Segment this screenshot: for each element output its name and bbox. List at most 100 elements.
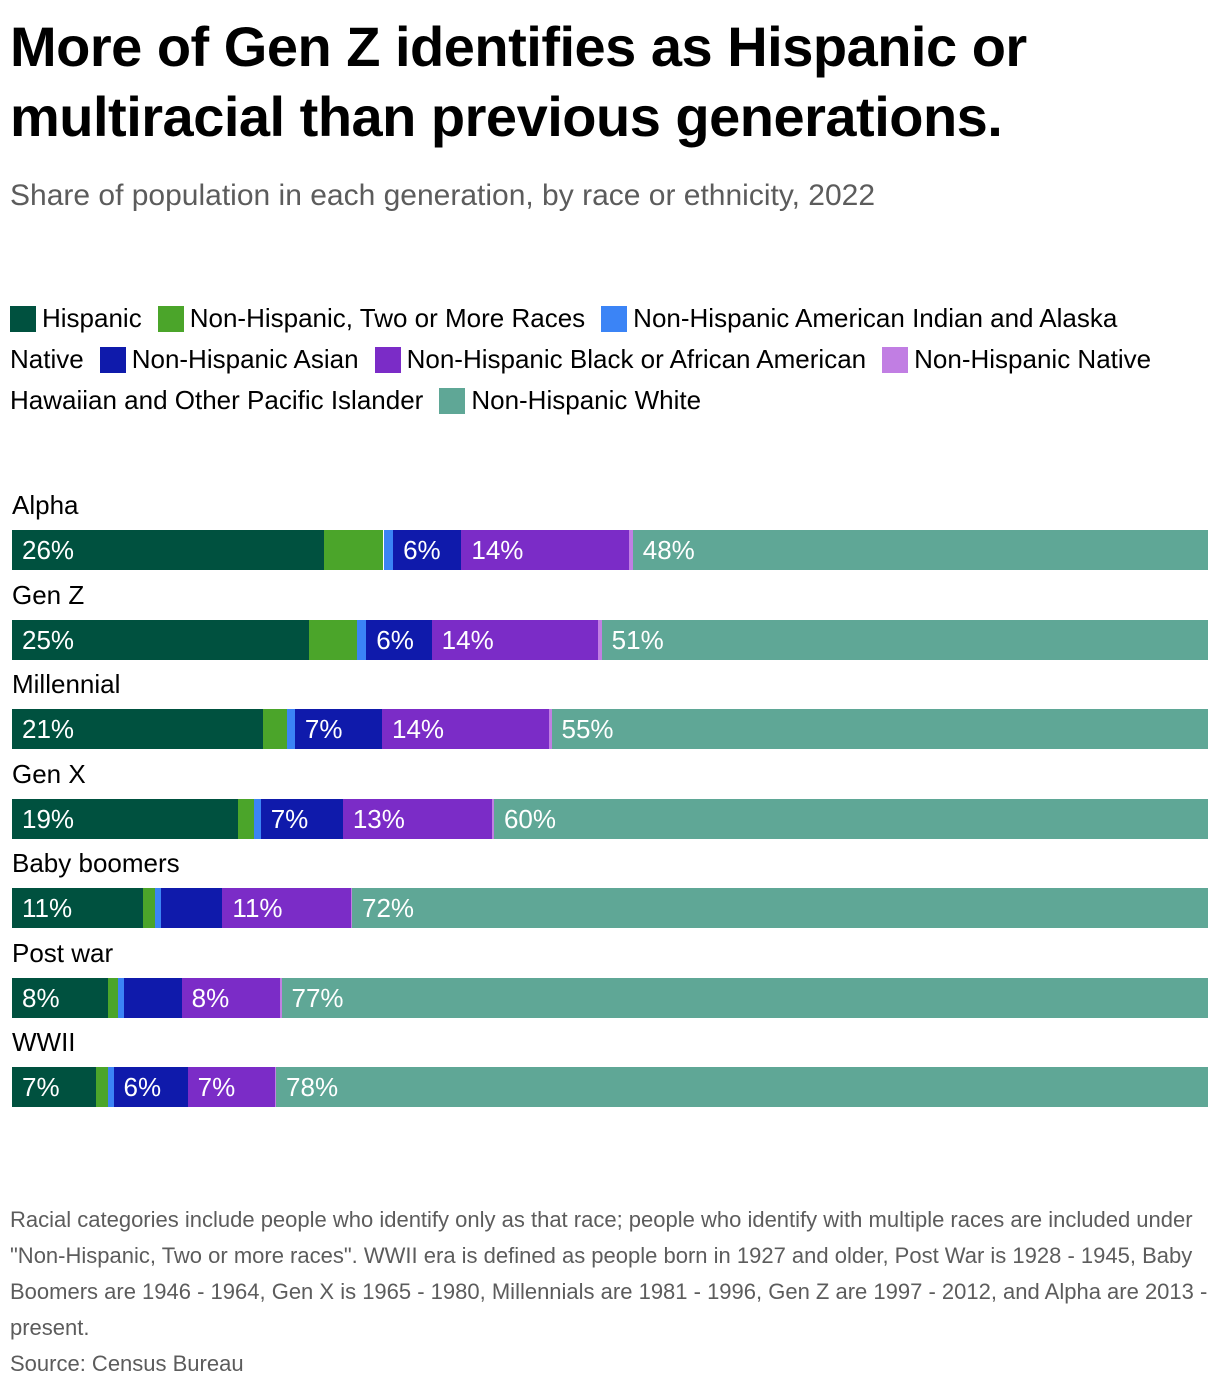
chart-legend: Hispanic Non-Hispanic, Two or More Races N…	[10, 298, 1160, 421]
legend-item: Non-Hispanic, Two or More Races	[157, 303, 585, 333]
legend-item: Non-Hispanic White	[439, 385, 701, 415]
bar-segment	[107, 1067, 114, 1107]
bar-segment	[253, 799, 261, 839]
data-label: 51%	[611, 625, 664, 655]
bar-segment	[12, 978, 109, 1018]
bar-segment	[549, 709, 552, 749]
data-label: 60%	[503, 804, 557, 834]
bar-segment	[160, 888, 223, 928]
bar-segment	[601, 620, 1208, 660]
legend-label: Non-Hispanic Black or African American	[406, 344, 867, 374]
category-label: Post war	[12, 938, 114, 968]
bar-row: 7% 6% 7% 78%	[12, 1067, 1208, 1107]
bar-segment	[262, 709, 287, 749]
data-label: 6%	[123, 1072, 162, 1102]
data-label: 8%	[191, 983, 230, 1013]
bar-row: 11% 11% 72%	[12, 888, 1208, 928]
category-label: Alpha	[12, 490, 79, 520]
data-label: 14%	[392, 714, 445, 744]
data-label: 11%	[22, 893, 73, 923]
data-label: 8%	[22, 983, 60, 1013]
bar-segment	[222, 888, 351, 928]
legend-item: Non-Hispanic Asian	[99, 344, 359, 374]
legend-item: Non-Hispanic Black or African American	[374, 344, 867, 374]
bar-segment	[598, 620, 602, 660]
bar-segment	[393, 530, 462, 570]
bar-segment	[294, 709, 382, 749]
legend-label: Non-Hispanic American Indian and Alaska …	[10, 303, 1118, 374]
bar-segment	[383, 530, 394, 570]
bar-segment	[123, 978, 182, 1018]
chart-title: More of Gen Z identifies as Hispanic or …	[10, 15, 1027, 148]
data-label: 14%	[441, 625, 494, 655]
data-label: 13%	[352, 804, 405, 834]
bar-segment	[382, 709, 550, 749]
data-label: 77%	[291, 983, 344, 1013]
bar-segment	[342, 799, 492, 839]
legend-label: Non-Hispanic White	[471, 385, 702, 415]
bar-segment	[95, 1067, 108, 1107]
bar-segment	[113, 1067, 188, 1107]
legend-item: Non-Hispanic American Indian and Alaska …	[10, 303, 1117, 374]
bar-segment	[108, 978, 118, 1018]
data-label: 55%	[561, 714, 614, 744]
bar-segment	[142, 888, 155, 928]
bar-segment	[366, 620, 432, 660]
bar-segment	[274, 1067, 277, 1107]
category-label: Gen X	[12, 759, 86, 789]
bar-segment	[12, 1067, 96, 1107]
legend-label: Non-Hispanic Asian	[131, 344, 359, 374]
data-label: 25%	[22, 625, 75, 655]
data-label: 72%	[362, 893, 415, 923]
legend-swatch	[601, 306, 628, 332]
data-label: 19%	[22, 804, 75, 834]
bar-segment	[12, 709, 263, 749]
legend-swatch	[10, 306, 36, 332]
bar-segment	[187, 1067, 275, 1107]
bar-segment	[281, 978, 1208, 1018]
bar-segment	[154, 888, 161, 928]
category-label: WWII	[12, 1027, 76, 1057]
bar-segment	[632, 530, 1208, 570]
bar-segment	[286, 709, 295, 749]
footnote: Racial categories include people who ide…	[10, 1207, 1208, 1340]
bar-segment	[431, 620, 599, 660]
bar-segment	[276, 1067, 1208, 1107]
bar-segment	[181, 978, 281, 1018]
data-label: 7%	[270, 804, 309, 834]
source-note: Source: Census Bureau	[10, 1351, 244, 1376]
data-label: 21%	[22, 714, 75, 744]
data-label: 7%	[22, 1072, 60, 1102]
bar-segment	[260, 799, 343, 839]
bar-row: 21% 7% 14% 55%	[12, 709, 1208, 749]
data-label: 26%	[22, 535, 75, 565]
legend-swatch	[157, 306, 184, 332]
legend-swatch	[882, 347, 909, 373]
category-label: Millennial	[12, 669, 121, 699]
category-label: Baby boomers	[12, 848, 180, 878]
bar-segment	[323, 530, 384, 570]
bar-segment	[12, 530, 324, 570]
bar-segment	[356, 620, 367, 660]
legend-item: Non-Hispanic Native Hawaiian and Other P…	[10, 344, 1151, 415]
bar-segment	[12, 620, 310, 660]
data-label: 11%	[232, 893, 283, 923]
data-label: 78%	[286, 1072, 339, 1102]
chart-subtitle: Share of population in each generation, …	[10, 179, 876, 212]
bar-segment	[238, 799, 254, 839]
bar-segment	[493, 799, 1208, 839]
bar-segment	[461, 530, 630, 570]
bar-segment	[551, 709, 1208, 749]
data-label: 48%	[642, 535, 695, 565]
bar-row: 25% 6% 14% 51%	[12, 620, 1208, 660]
bar-segment	[629, 530, 633, 570]
data-label: 7%	[304, 714, 343, 744]
bar-segment	[491, 799, 494, 839]
bar-row: 19% 7% 13% 60%	[12, 799, 1208, 839]
bar-segment	[309, 620, 357, 660]
bar-row: 26% 6% 14% 48%	[12, 530, 1208, 570]
data-label: 6%	[403, 535, 441, 565]
legend-item: Hispanic	[10, 303, 142, 333]
bar-segment	[350, 888, 352, 928]
stacked-bar-chart: Alpha 26% 6% 14% 48% Gen Z 25% 6% 14% 51% Millenni…	[12, 490, 1208, 1107]
